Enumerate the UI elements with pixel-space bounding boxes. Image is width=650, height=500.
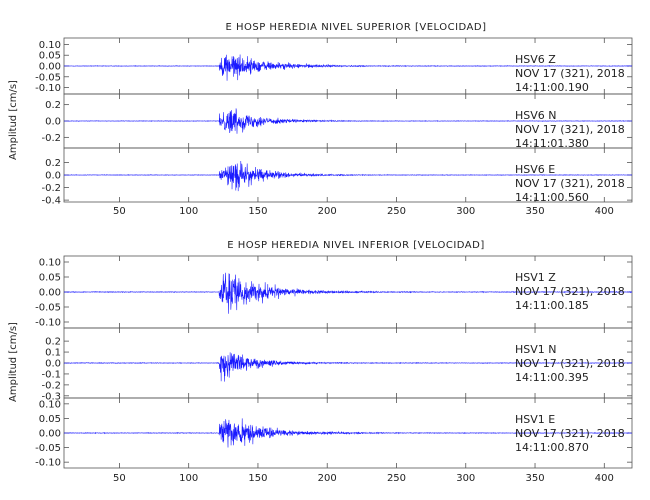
y-tick-label: 0.10 [39, 258, 61, 269]
date-label: NOV 17 (321), 2018 [515, 67, 625, 80]
date-label: NOV 17 (321), 2018 [515, 123, 625, 136]
y-tick-label: 0.0 [45, 117, 61, 128]
date-label: NOV 17 (321), 2018 [515, 285, 625, 298]
time-label: 14:11:00.560 [515, 191, 589, 204]
x-tick-label: 300 [456, 206, 475, 217]
time-label: 14:11:00.185 [515, 299, 589, 312]
waveform-trace [63, 272, 633, 314]
chart-title: E HOSP HEREDIA NIVEL SUPERIOR [VELOCIDAD… [225, 22, 486, 33]
time-label: 14:11:00.870 [515, 441, 589, 454]
x-tick-label: 350 [525, 206, 544, 217]
waveform-trace [63, 108, 633, 134]
waveform-trace [63, 161, 633, 192]
y-tick-label: 0.0 [45, 359, 61, 370]
y-tick-label: 0.00 [39, 62, 61, 73]
time-label: 14:11:00.395 [515, 371, 589, 384]
chart-title: E HOSP HEREDIA NIVEL INFERIOR [VELOCIDAD… [227, 240, 485, 251]
time-label: 14:11:01.380 [515, 137, 589, 150]
x-tick-label: 350 [525, 473, 544, 484]
y-tick-label: 0.05 [39, 414, 61, 425]
y-tick-label: -0.05 [35, 72, 61, 83]
station-label: HSV6 Z [515, 53, 556, 66]
x-tick-label: 300 [456, 473, 475, 484]
date-label: NOV 17 (321), 2018 [515, 177, 625, 190]
station-label: HSV6 N [515, 109, 557, 122]
waveform-trace [63, 54, 633, 81]
y-tick-label: 0.10 [39, 40, 61, 51]
station-label: HSV1 Z [515, 271, 556, 284]
date-label: NOV 17 (321), 2018 [515, 427, 625, 440]
y-tick-label: 0.10 [39, 399, 61, 410]
x-tick-label: 400 [595, 473, 614, 484]
y-tick-label: -0.10 [35, 83, 61, 94]
y-tick-label: 0.2 [45, 158, 61, 169]
y-tick-label: -0.2 [41, 183, 61, 194]
x-tick-label: 150 [248, 473, 267, 484]
y-tick-label: 0.0 [45, 171, 61, 182]
x-tick-label: 250 [387, 473, 406, 484]
y-tick-label: -0.05 [35, 443, 61, 454]
time-label: 14:11:00.190 [515, 81, 589, 94]
y-tick-label: 0.2 [45, 100, 61, 111]
y-axis-label: Amplitud [cm/s] [8, 80, 19, 160]
y-tick-label: 0.05 [39, 273, 61, 284]
x-tick-label: 100 [179, 206, 198, 217]
y-tick-label: -0.10 [35, 318, 61, 329]
y-tick-label: 0.2 [45, 337, 61, 348]
y-axis-label: Amplitud [cm/s] [8, 322, 19, 402]
y-tick-label: 0.00 [39, 288, 61, 299]
x-tick-label: 100 [179, 473, 198, 484]
x-tick-label: 50 [113, 473, 126, 484]
station-label: HSV1 E [515, 413, 555, 426]
date-label: NOV 17 (321), 2018 [515, 357, 625, 370]
y-tick-label: -0.2 [41, 380, 61, 391]
y-tick-label: -0.10 [35, 458, 61, 469]
station-label: HSV6 E [515, 163, 555, 176]
y-tick-label: -0.3 [41, 391, 61, 402]
x-tick-label: 200 [318, 473, 337, 484]
y-tick-label: -0.05 [35, 303, 61, 314]
x-tick-label: 400 [595, 206, 614, 217]
y-tick-label: -0.4 [41, 196, 61, 207]
y-tick-label: -0.2 [41, 133, 61, 144]
station-label: HSV1 N [515, 343, 557, 356]
chart-1: E HOSP HEREDIA NIVEL SUPERIOR [VELOCIDAD… [8, 22, 633, 217]
x-tick-label: 250 [387, 206, 406, 217]
y-tick-label: 0.00 [39, 429, 61, 440]
waveform-trace [63, 418, 633, 448]
x-tick-label: 150 [248, 206, 267, 217]
y-tick-label: 0.05 [39, 51, 61, 62]
chart-2: E HOSP HEREDIA NIVEL INFERIOR [VELOCIDAD… [8, 240, 633, 484]
y-tick-label: -0.1 [41, 369, 61, 380]
x-tick-label: 50 [113, 206, 126, 217]
y-tick-label: 0.1 [45, 348, 61, 359]
x-tick-label: 200 [318, 206, 337, 217]
waveform-trace [63, 352, 633, 382]
